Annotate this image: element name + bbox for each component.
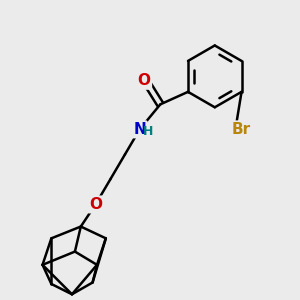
Text: O: O: [89, 197, 102, 212]
Text: H: H: [143, 125, 153, 138]
Text: N: N: [133, 122, 146, 137]
Text: O: O: [138, 73, 151, 88]
Text: Br: Br: [232, 122, 251, 137]
